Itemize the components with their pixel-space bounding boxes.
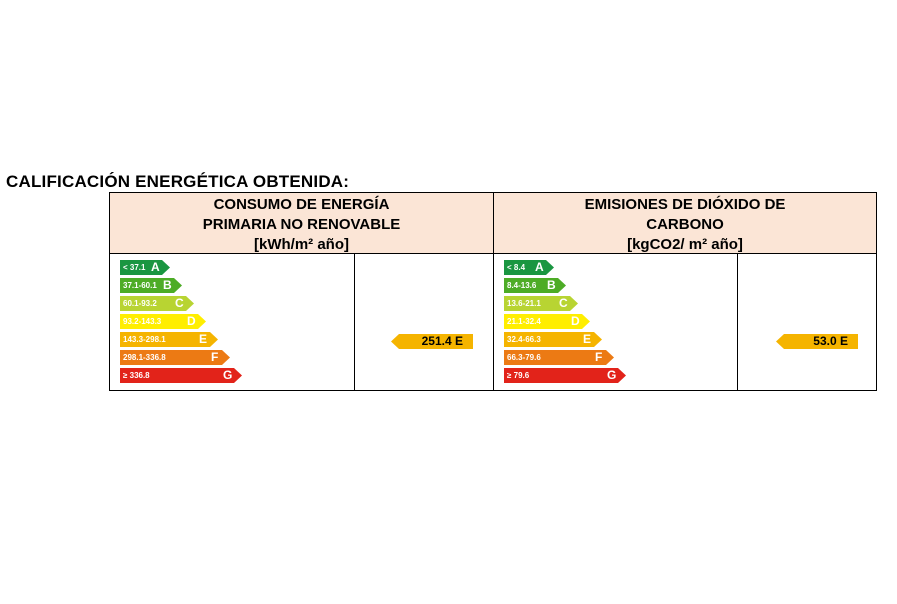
energy-rating-letter: D [187,314,196,328]
energy-rating-letter: F [211,350,219,364]
rating-table: CONSUMO DE ENERGÍA PRIMARIA NO RENOVABLE… [109,192,877,391]
energy-rating-letter: G [223,368,233,382]
co2-rating-arrow-d [504,314,590,329]
co2-rating-letter: A [535,260,544,274]
co2-rating-range: 66.3-79.6 [507,353,541,362]
energy-rating-range: 60.1-93.2 [123,299,157,308]
co2-rating-fill-g [504,368,626,383]
co2-rating-arrow-e [504,332,602,347]
energy-header-unit: [kWh/m² año] [254,236,349,253]
co2-rating-range: 8.4-13.6 [507,281,537,290]
energy-rating-letter: B [163,278,172,292]
co2-rating-letter: C [559,296,568,310]
energy-rating-arrow-e [120,332,218,347]
co2-rating-fill-f [504,350,614,365]
energy-result-arrow: 251.4 E [391,334,473,349]
energy-result-arrow-shape [391,334,473,349]
energy-rating-fill-g [120,368,242,383]
co2-scale-cell: < 8.4 A 8.4-13.6 B 13.6-21.1 C 21.1-32.4 D 32.4-… [493,254,738,391]
co2-rating-arrow-a [504,260,554,275]
energy-rating-arrow-f [120,350,230,365]
co2-rating-arrow-c [504,296,578,311]
energy-rating-fill-a [120,260,170,275]
energy-rating-fill-f [120,350,230,365]
co2-result-fill [776,334,858,349]
co2-rating-range: 13.6-21.1 [507,299,541,308]
energy-rating-range: 143.3-298.1 [123,335,166,344]
energy-rating-fill-b [120,278,182,293]
co2-result-cell: 53.0 E [737,254,877,391]
energy-rating-range: ≥ 336.8 [123,371,150,380]
co2-rating-letter: F [595,350,603,364]
co2-rating-arrow-g [504,368,626,383]
energy-rating-arrow-b [120,278,182,293]
co2-rating-range: 21.1-32.4 [507,317,541,326]
energy-rating-range: < 37.1 [123,263,146,272]
energy-rating-arrow-g [120,368,242,383]
co2-rating-arrow-f [504,350,614,365]
co2-rating-range: < 8.4 [507,263,526,272]
page-title: CALIFICACIÓN ENERGÉTICA OBTENIDA: [6,172,350,191]
energy-header: CONSUMO DE ENERGÍA PRIMARIA NO RENOVABLE… [109,192,494,254]
co2-header-unit: [kgCO2/ m² año] [627,236,743,253]
co2-rating-letter: E [583,332,592,346]
energy-rating-fill-e [120,332,218,347]
co2-rating-letter: D [571,314,580,328]
energy-rating-range: 93.2-143.3 [123,317,162,326]
co2-rating-fill-d [504,314,590,329]
energy-scale-cell: < 37.1 A 37.1-60.1 B 60.1-93.2 C 93.2-143.3 D 14… [109,254,355,391]
energy-rating-letter: C [175,296,184,310]
energy-rating-arrow-c [120,296,194,311]
co2-header-line-2: CARBONO [646,216,724,233]
co2-result-value: 53.0 E [813,334,848,348]
energy-result-value: 251.4 E [421,334,463,348]
co2-rating-letter: G [607,368,617,382]
energy-rating-range: 298.1-336.8 [123,353,166,362]
energy-rating-arrow-a [120,260,170,275]
co2-rating-arrow-b [504,278,566,293]
energy-rating-letter: A [151,260,160,274]
energy-rating-fill-d [120,314,206,329]
energy-rating-fill-c [120,296,194,311]
co2-rating-fill-e [504,332,602,347]
co2-rating-range: 32.4-66.3 [507,335,541,344]
energy-rating-range: 37.1-60.1 [123,281,157,290]
co2-header-line-1: EMISIONES DE DIÓXIDO DE [584,196,786,213]
energy-header-line-2: PRIMARIA NO RENOVABLE [202,216,401,233]
co2-rating-fill-b [504,278,566,293]
co2-result-arrow: 53.0 E [776,334,858,349]
co2-header: EMISIONES DE DIÓXIDO DE CARBONO [kgCO2/ … [493,192,877,254]
energy-result-cell: 251.4 E [354,254,494,391]
co2-rating-letter: B [547,278,556,292]
energy-rating-letter: E [199,332,208,346]
co2-rating-fill-a [504,260,554,275]
energy-rating-arrow-d [120,314,206,329]
co2-rating-fill-c [504,296,578,311]
co2-result-arrow-shape [776,334,858,349]
co2-rating-range: ≥ 79.6 [507,371,530,380]
energy-header-line-1: CONSUMO DE ENERGÍA [213,196,390,213]
energy-result-fill [391,334,473,349]
